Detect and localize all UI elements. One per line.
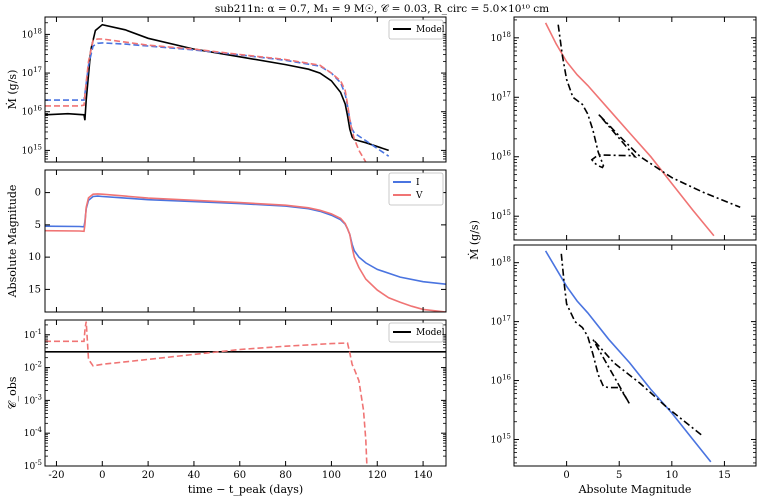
series-v — [544, 22, 715, 237]
x-tick-label: 120 — [368, 470, 387, 481]
y-tick-label: 1018 — [491, 256, 511, 269]
x-tick-label: 40 — [188, 470, 201, 481]
y-tick-label: 1018 — [491, 31, 511, 44]
y-tick-label: 10-4 — [24, 426, 43, 439]
y-tick-label: 5 — [35, 220, 41, 231]
y-tick-label: 1016 — [22, 105, 43, 118]
x-tick-label: -20 — [48, 470, 64, 481]
legend-label: V — [415, 191, 423, 201]
y-tick-label: 1018 — [22, 27, 42, 40]
axes-frame — [513, 244, 757, 467]
y-tick-label: 10-1 — [24, 328, 42, 341]
panel-mdot_time: 1015 1016 1017 1018 Ṁ (g/s) Model — [5, 16, 447, 163]
y-tick-label: 10 — [28, 252, 41, 263]
panel-cobs_time: -20 0 20 40 60 80 100 120 140 10-1 10-2 10-3 10-4 10-… — [6, 319, 447, 496]
y-tick-label: 15 — [28, 284, 41, 295]
series-i — [45, 195, 446, 285]
y-tick-label: 1017 — [22, 66, 42, 79]
series-v — [45, 193, 446, 312]
series-v-dashed- — [45, 38, 367, 162]
y-tick-label: 10-5 — [24, 459, 42, 472]
axes-frame — [44, 16, 447, 163]
x-tick-label: 140 — [414, 470, 433, 481]
x-tick-label: 0 — [99, 470, 105, 481]
y-tick-label: 1016 — [491, 150, 512, 163]
y-tick-label: 1017 — [491, 315, 511, 328]
legend: Model — [388, 19, 445, 40]
legend-label: Model — [416, 328, 445, 338]
y-axis-label: 𝒞_obs — [6, 376, 19, 409]
series-i-dashed- — [45, 42, 390, 157]
axes-frame — [513, 16, 757, 241]
y-tick-label: 1015 — [491, 209, 511, 222]
axes-frame — [44, 319, 447, 467]
x-tick-label: 20 — [142, 470, 155, 481]
x-axis-label: Absolute Magnitude — [578, 483, 692, 496]
y-axis-label: Ṁ (g/s) — [467, 220, 481, 260]
x-tick-label: 10 — [665, 470, 678, 481]
x-tick-label: 0 — [563, 470, 569, 481]
y-tick-label: 1015 — [22, 143, 42, 156]
series-model — [45, 23, 389, 152]
x-axis-label: time − t_peak (days) — [188, 483, 303, 496]
axes-frame — [44, 169, 447, 313]
series-v-i-ratio — [45, 321, 368, 466]
legend-label: I — [416, 178, 420, 188]
y-axis-label: Ṁ (g/s) — [5, 70, 19, 110]
y-tick-label: 0 — [35, 188, 41, 199]
x-tick-label: 60 — [233, 470, 246, 481]
y-tick-label: 1017 — [491, 90, 511, 103]
panel-mdot_mag_V: 1015 1016 1017 1018 Ṁ (g/s) — [467, 16, 757, 260]
panel-mag_time: 0 5 10 15 Absolute Magnitude IV — [6, 169, 447, 313]
y-tick-label: 1015 — [491, 432, 511, 445]
x-tick-label: 15 — [718, 470, 731, 481]
legend: Model — [388, 322, 445, 343]
x-tick-label: 80 — [279, 470, 292, 481]
chart-title: sub211n: α = 0.7, M₁ = 9 M☉, 𝒞 = 0.03, R… — [215, 3, 549, 15]
legend-label: Model — [416, 25, 445, 35]
legend: IV — [388, 172, 444, 206]
y-tick-label: 10-3 — [24, 393, 42, 406]
x-tick-label: 100 — [322, 470, 341, 481]
y-tick-label: 10-2 — [24, 361, 42, 374]
x-tick-label: 5 — [616, 470, 622, 481]
series-model — [560, 253, 704, 438]
y-axis-label: Absolute Magnitude — [6, 185, 19, 299]
y-tick-label: 1016 — [491, 374, 512, 387]
series-i — [544, 250, 712, 463]
series-model — [557, 24, 741, 209]
